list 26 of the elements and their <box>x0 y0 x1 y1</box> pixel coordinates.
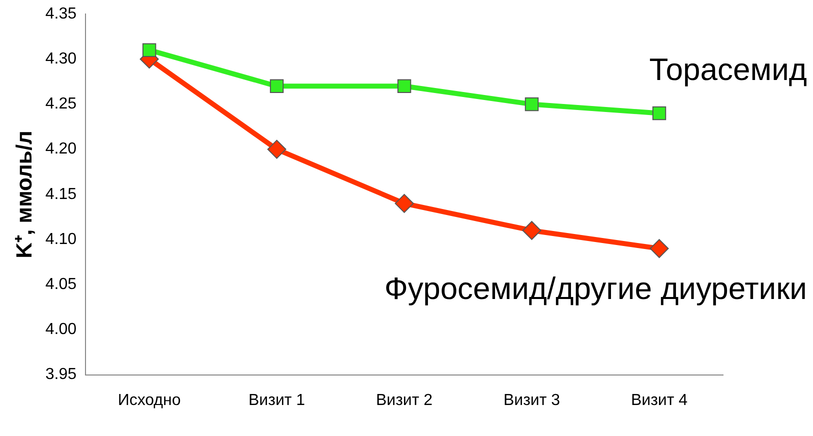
series-label: Фуросемид/другие диуретики <box>384 271 807 306</box>
point <box>650 239 669 258</box>
x-tick-label: Визит 4 <box>630 392 688 409</box>
y-tick-label: 4.30 <box>45 50 77 68</box>
y-tick-label: 4.25 <box>45 96 77 113</box>
point <box>394 194 414 213</box>
point <box>270 79 284 94</box>
point <box>267 140 286 159</box>
x-tick-label: Визит 3 <box>503 392 560 409</box>
y-tick-label: 4.35 <box>45 5 77 22</box>
series-label: Торасемид <box>649 52 807 87</box>
y-tick-label: 3.95 <box>45 366 77 384</box>
point <box>652 106 666 120</box>
y-tick-label: 4.10 <box>45 230 77 248</box>
point <box>524 97 539 112</box>
x-tick-label: Визит 2 <box>376 392 433 409</box>
y-tick-label: 4.00 <box>45 321 77 338</box>
y-tick-label: 4.15 <box>45 186 77 203</box>
y-axis-title: K⁺, ммоль/л <box>11 130 36 258</box>
y-tick-label: 4.05 <box>45 276 77 294</box>
x-tick-label: Исходно <box>118 392 181 409</box>
x-tick-label: Визит 1 <box>248 392 306 409</box>
point <box>142 43 156 57</box>
point <box>522 220 542 240</box>
point <box>397 79 412 94</box>
y-tick-label: 4.20 <box>45 140 77 158</box>
